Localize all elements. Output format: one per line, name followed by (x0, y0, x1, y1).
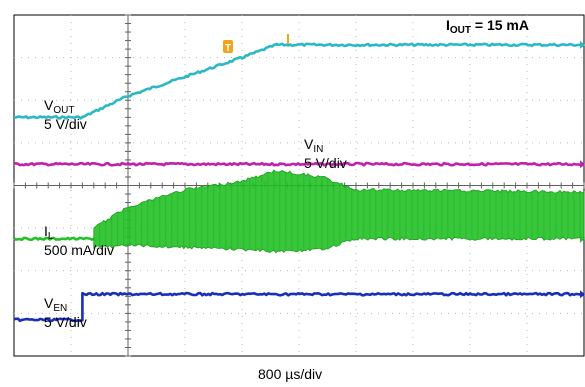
vout-trace (13, 42, 585, 120)
ven-edge-marker (580, 290, 585, 299)
vin-label: VIN (304, 136, 324, 155)
chart-title: IOUT = 15 mA (446, 17, 529, 36)
vin-edge-marker (580, 160, 585, 169)
il-ripple-envelope (93, 169, 585, 254)
trigger-marker-box (223, 40, 233, 53)
il-label: IL (44, 223, 54, 242)
il-baseline-trace (13, 236, 95, 242)
traces (13, 40, 585, 323)
vin-scale-label: 5 V/div (304, 155, 347, 171)
il-edge-marker (580, 234, 585, 243)
trigger-marker: T (223, 34, 289, 54)
vout-edge-marker (580, 40, 585, 49)
vin-trace (13, 161, 585, 167)
trigger-marker-text: T (225, 43, 231, 54)
vout-scale-label: 5 V/div (44, 116, 87, 132)
vout-label: VOUT (44, 97, 75, 116)
ven-trace (13, 291, 585, 323)
x-axis-label: 800 µs/div (258, 366, 323, 382)
il-scale-label: 500 mA/div (44, 242, 115, 258)
ven-label: VEN (44, 295, 68, 314)
ven-scale-label: 5 V/div (44, 314, 87, 330)
